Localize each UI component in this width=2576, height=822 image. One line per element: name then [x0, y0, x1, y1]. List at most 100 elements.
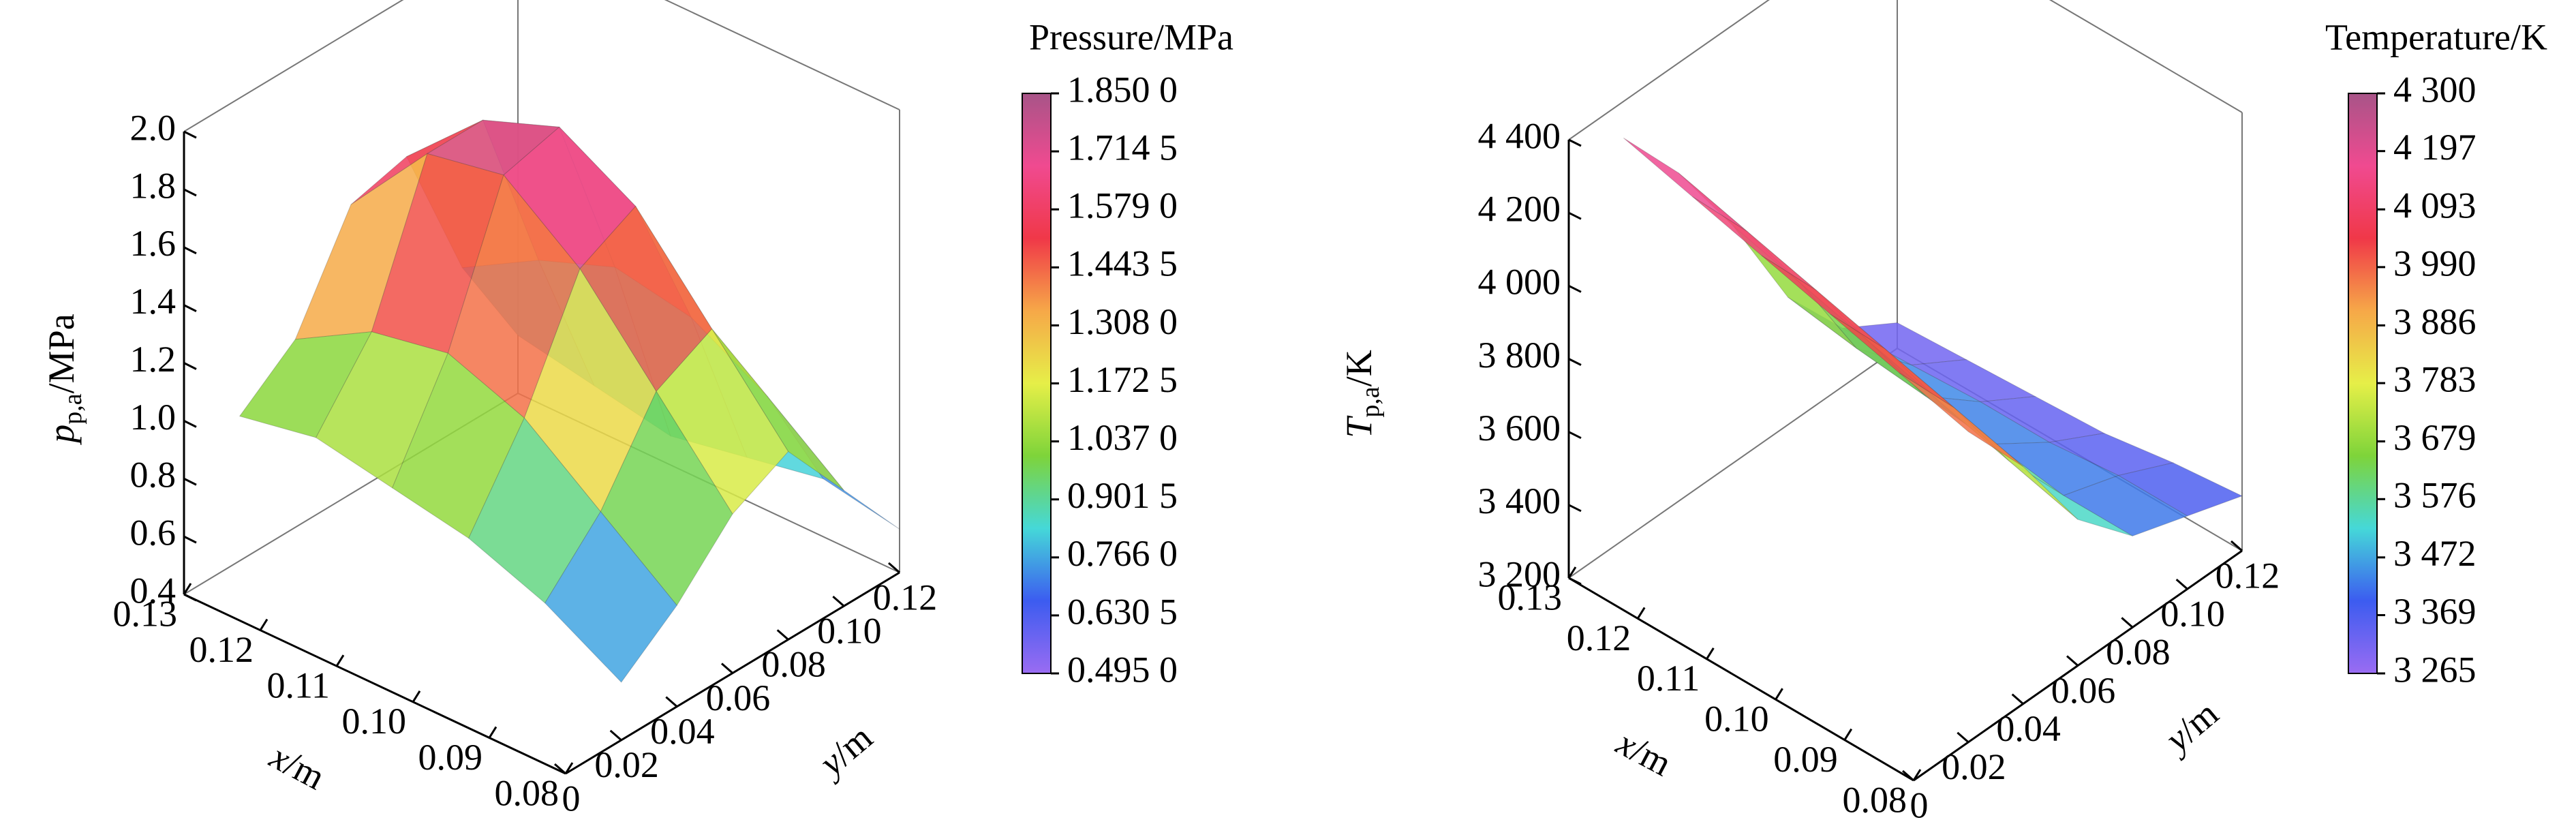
- z-axis-label-unit: /MPa: [41, 314, 82, 393]
- y-tick-label: 0.08: [2106, 632, 2171, 673]
- z-tick: [183, 593, 197, 602]
- surface-cell: [239, 331, 373, 438]
- y-tick-label: 0.10: [817, 611, 882, 652]
- y-tick: [2066, 655, 2079, 667]
- z-tick-label: 0.6: [130, 513, 177, 553]
- x-tick-label: 0.11: [267, 665, 331, 706]
- colorbar-tick-label: 4 093: [2393, 185, 2477, 226]
- colorbar-tick-label: 4 197: [2393, 127, 2477, 168]
- z-axis-label-symbol: T: [1338, 415, 1379, 438]
- surface-cell: [294, 153, 428, 340]
- z-tick: [183, 477, 197, 486]
- y-tick-label: 0.04: [650, 711, 715, 752]
- y-tick: [888, 562, 900, 574]
- x-tick: [259, 618, 269, 631]
- x-tick-label: 0.10: [342, 701, 407, 742]
- x-axis-label: x/m: [1610, 722, 1678, 784]
- z-tick: [1568, 577, 1582, 585]
- z-tick-label: 0.4: [130, 570, 177, 611]
- z-tick-label: 1.2: [130, 339, 177, 380]
- surface-cell: [1993, 442, 2119, 496]
- z-tick: [1568, 504, 1582, 513]
- z-axis-label-subscript: p,a: [1356, 386, 1385, 418]
- z-axis-label: Tp,a/K: [1338, 350, 1384, 438]
- colorbar-title: Temperature/K: [2325, 16, 2547, 57]
- x-tick-label: 0.08: [495, 772, 559, 813]
- y-tick: [776, 629, 789, 641]
- z-tick-label: 4 400: [1478, 115, 1561, 156]
- colorbar-tick-label: 3 576: [2393, 475, 2477, 516]
- x-tick: [1843, 728, 1853, 741]
- surface-cell: [2117, 462, 2243, 517]
- y-tick: [721, 663, 733, 674]
- surface-cell: [1623, 137, 1748, 232]
- surface-cell: [711, 329, 844, 491]
- y-tick-label: 0.12: [2215, 555, 2280, 596]
- z-tick: [1568, 138, 1582, 147]
- y-tick-label: 0.12: [873, 577, 938, 618]
- colorbar-tick-label: 1.714 5: [1067, 127, 1178, 168]
- box-edge: [1568, 0, 1770, 140]
- box-edge: [1568, 348, 1898, 579]
- x-tick: [1706, 648, 1715, 660]
- z-tick: [183, 130, 197, 139]
- z-tick-label: 1.4: [130, 281, 177, 322]
- colorbar-tick-label: 1.579 0: [1067, 185, 1178, 226]
- y-tick: [2121, 617, 2134, 628]
- z-tick: [1568, 358, 1582, 366]
- y-axis-label: y/m: [809, 717, 880, 786]
- y-tick: [1902, 770, 1914, 782]
- y-tick-label: 0: [1910, 785, 1929, 822]
- colorbar-tick-label: 3 886: [2393, 301, 2477, 342]
- colorbar-tick-label: 4 300: [2393, 69, 2477, 110]
- z-tick-label: 3 600: [1478, 408, 1561, 448]
- z-tick: [183, 188, 197, 197]
- x-tick-label: 0.13: [113, 593, 178, 634]
- z-tick-label: 4 200: [1478, 189, 1561, 230]
- colorbar-tick-label: 1.850 0: [1067, 69, 1178, 110]
- z-tick-label: 1.0: [130, 397, 177, 438]
- x-tick-label: 0.11: [1637, 658, 1700, 699]
- y-tick: [554, 763, 566, 775]
- x-tick-label: 0.12: [1567, 618, 1631, 658]
- x-tick-label: 0.13: [1498, 577, 1563, 618]
- y-tick: [1957, 731, 1969, 743]
- x-tick: [1636, 607, 1646, 620]
- y-tick: [832, 596, 845, 607]
- y-tick-label: 0.06: [706, 678, 771, 718]
- box-edge: [183, 0, 404, 132]
- surface-cell: [2062, 475, 2188, 536]
- colorbar-tick-label: 1.172 5: [1067, 359, 1178, 400]
- x-tick: [335, 654, 345, 667]
- box-edge: [2049, 0, 2243, 113]
- x-tick: [183, 583, 192, 595]
- colorbar-tick-label: 3 265: [2393, 649, 2477, 690]
- x-tick-label: 0.09: [1773, 739, 1838, 780]
- surface-cell: [1761, 255, 1886, 350]
- surface-cell: [350, 119, 483, 205]
- surface-cell: [545, 511, 677, 683]
- surface-cell: [1910, 359, 2037, 403]
- colorbar-tick-label: 3 679: [2393, 417, 2477, 458]
- y-tick-label: 0: [562, 778, 581, 819]
- z-axis-label-symbol: p: [41, 425, 82, 446]
- y-tick: [609, 729, 622, 741]
- x-tick: [488, 726, 497, 739]
- x-tick: [564, 762, 574, 774]
- x-tick-label: 0.10: [1704, 699, 1769, 740]
- x-axis: [1568, 577, 1914, 782]
- x-axis: [183, 593, 566, 775]
- z-axis-label-unit: /K: [1338, 350, 1379, 386]
- surface-cell: [2048, 433, 2175, 476]
- z-tick-label: 3 800: [1478, 335, 1561, 376]
- surface-cell: [1692, 196, 1817, 291]
- z-tick: [183, 535, 197, 544]
- x-tick: [1912, 769, 1922, 781]
- y-tick-label: 0.10: [2160, 594, 2225, 635]
- colorbar-tick-label: 1.308 0: [1067, 301, 1178, 342]
- x-tick: [412, 690, 421, 703]
- z-tick: [183, 304, 197, 312]
- z-tick-label: 0.8: [130, 455, 177, 496]
- surface-cell: [1899, 372, 2023, 467]
